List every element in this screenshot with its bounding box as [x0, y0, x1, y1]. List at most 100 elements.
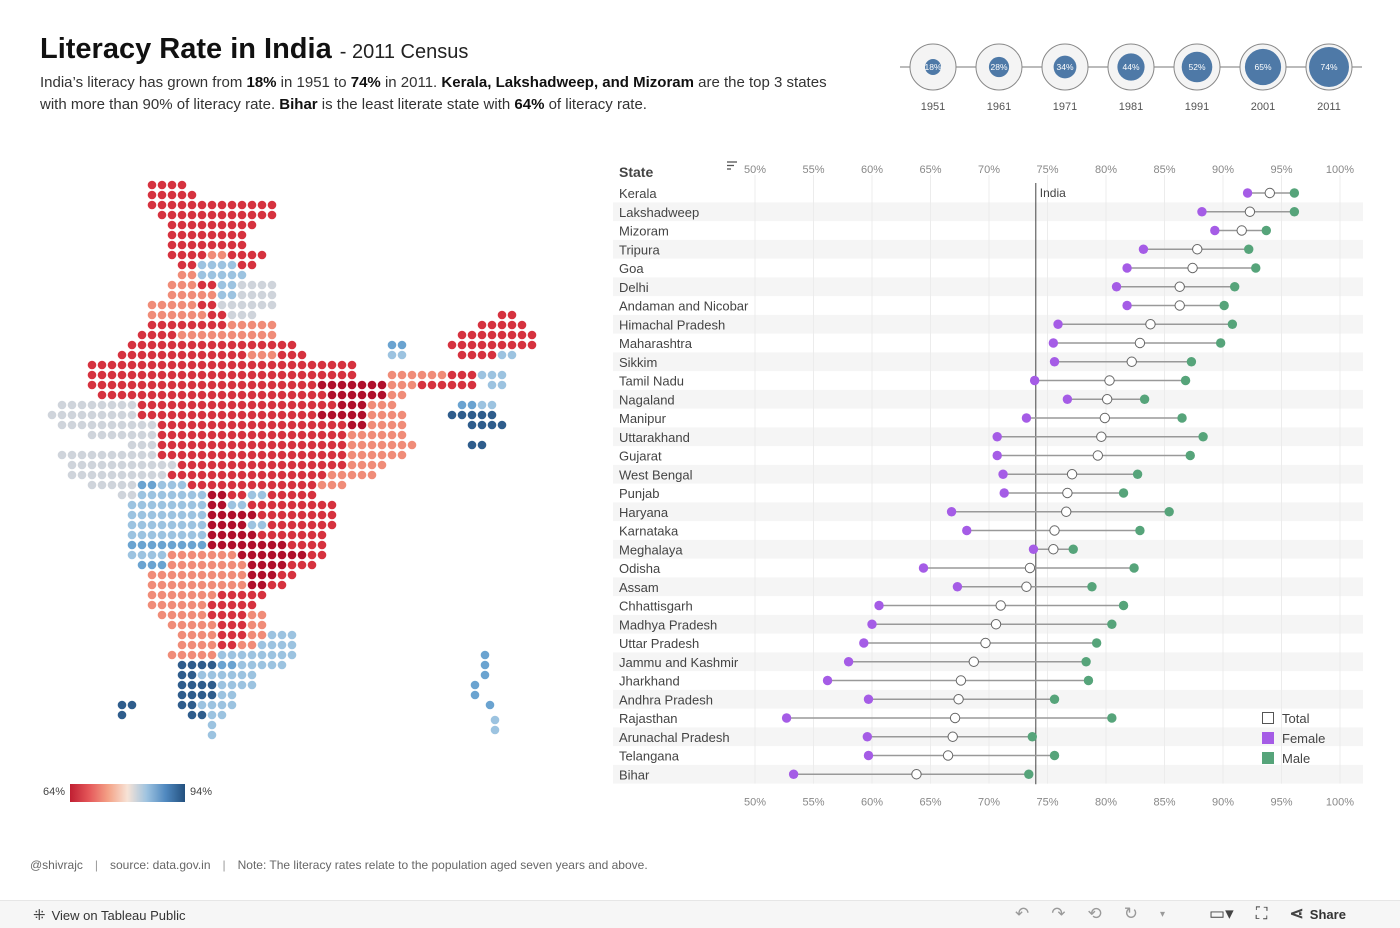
male-dot[interactable] — [1289, 188, 1300, 198]
india-dot-map[interactable] — [40, 175, 560, 755]
state-label[interactable]: Goa — [619, 261, 644, 276]
timeline-dot[interactable] — [1244, 48, 1282, 86]
refresh-icon[interactable]: ↻ — [1123, 904, 1138, 923]
female-dot[interactable] — [1048, 338, 1059, 348]
comment-icon[interactable]: ▭▾ — [1209, 904, 1234, 923]
male-dot[interactable] — [1081, 657, 1091, 667]
female-dot[interactable] — [1028, 544, 1039, 554]
view-on-tableau-button[interactable]: ⁜ View on Tableau Public — [33, 906, 186, 924]
female-dot[interactable] — [1062, 394, 1073, 404]
female-dot[interactable] — [1122, 263, 1132, 273]
state-label[interactable]: Madhya Pradesh — [619, 617, 717, 632]
female-dot[interactable] — [781, 713, 792, 723]
female-dot[interactable] — [1021, 413, 1032, 423]
total-dot[interactable] — [980, 637, 991, 649]
female-dot[interactable] — [874, 600, 884, 611]
state-label[interactable]: Lakshadweep — [619, 205, 699, 220]
total-dot[interactable] — [1104, 375, 1115, 386]
state-label[interactable]: Maharashtra — [619, 336, 693, 351]
total-dot[interactable] — [1134, 337, 1146, 349]
state-label[interactable]: Andhra Pradesh — [619, 692, 713, 707]
sort-icon[interactable] — [727, 161, 737, 170]
female-dot[interactable] — [918, 563, 929, 573]
state-label[interactable]: Rajasthan — [619, 711, 678, 726]
female-dot[interactable] — [859, 638, 869, 648]
female-dot[interactable] — [867, 619, 877, 629]
state-label[interactable]: Manipur — [619, 411, 667, 426]
total-dot[interactable] — [1192, 244, 1203, 255]
total-dot[interactable] — [942, 750, 954, 761]
male-dot[interactable] — [1107, 713, 1117, 723]
total-dot[interactable] — [1062, 487, 1073, 499]
state-label[interactable]: Karnataka — [619, 524, 679, 539]
state-label[interactable]: Uttarakhand — [619, 430, 690, 445]
state-label[interactable]: Himachal Pradesh — [619, 317, 725, 332]
timeline-dot[interactable] — [1181, 51, 1213, 83]
female-dot[interactable] — [788, 769, 799, 779]
male-dot[interactable] — [1091, 638, 1102, 648]
male-dot[interactable] — [1068, 544, 1078, 554]
state-label[interactable]: Andaman and Nicobar — [619, 299, 749, 314]
female-dot[interactable] — [1122, 300, 1132, 311]
male-dot[interactable] — [1185, 450, 1195, 461]
timeline-dot[interactable] — [1309, 47, 1349, 87]
female-dot[interactable] — [1111, 282, 1122, 292]
male-dot[interactable] — [1132, 469, 1143, 479]
female-dot[interactable] — [962, 525, 972, 536]
state-label[interactable]: Arunachal Pradesh — [619, 730, 730, 745]
state-label[interactable]: Kerala — [619, 186, 657, 201]
male-dot[interactable] — [1135, 525, 1145, 536]
female-dot[interactable] — [952, 582, 963, 592]
state-label[interactable]: Uttar Pradesh — [619, 636, 699, 651]
redo-icon[interactable]: ↷ — [1051, 904, 1066, 923]
total-dot[interactable] — [1066, 469, 1078, 480]
female-dot[interactable] — [863, 750, 874, 761]
total-dot[interactable] — [1174, 300, 1185, 311]
fullscreen-icon[interactable]: ⛶ — [1255, 904, 1268, 923]
total-dot[interactable] — [1244, 206, 1256, 217]
state-label[interactable]: Jharkhand — [619, 674, 680, 689]
state-label[interactable]: Meghalaya — [619, 542, 683, 557]
male-dot[interactable] — [1230, 282, 1240, 292]
female-dot[interactable] — [1049, 357, 1060, 367]
total-dot[interactable] — [1048, 544, 1059, 555]
state-label[interactable]: Odisha — [619, 561, 661, 576]
timeline-dot[interactable] — [1117, 53, 1145, 81]
legend-item-total[interactable]: Total — [1262, 708, 1325, 728]
total-dot[interactable] — [1021, 581, 1032, 592]
male-dot[interactable] — [1244, 244, 1254, 254]
state-label[interactable]: Bihar — [619, 767, 650, 782]
dumbbell-chart[interactable]: 50% 50% 55% 55% 60% 60% 65% 65% 70% 70% 75% 75% 80% 8… — [610, 155, 1380, 815]
male-dot[interactable] — [1215, 338, 1226, 348]
total-dot[interactable] — [949, 712, 961, 724]
male-dot[interactable] — [1118, 488, 1129, 498]
male-dot[interactable] — [1118, 600, 1129, 611]
total-dot[interactable] — [1049, 525, 1060, 536]
male-dot[interactable] — [1198, 432, 1208, 442]
total-dot[interactable] — [1145, 319, 1156, 330]
total-dot[interactable] — [990, 619, 1002, 630]
total-dot[interactable] — [1096, 431, 1107, 442]
undo-icon[interactable]: ↶ — [1015, 904, 1030, 923]
state-label[interactable]: Sikkim — [619, 355, 657, 370]
male-dot[interactable] — [1180, 375, 1191, 386]
male-dot[interactable] — [1261, 225, 1271, 236]
female-dot[interactable] — [1197, 207, 1207, 217]
male-dot[interactable] — [1027, 732, 1037, 742]
revert-icon[interactable]: ⟲ — [1087, 904, 1102, 923]
male-dot[interactable] — [1139, 394, 1150, 404]
state-label[interactable]: Gujarat — [619, 449, 662, 464]
male-dot[interactable] — [1087, 582, 1097, 592]
male-dot[interactable] — [1129, 563, 1139, 573]
male-dot[interactable] — [1227, 319, 1238, 329]
state-label[interactable]: Tamil Nadu — [619, 374, 684, 389]
female-dot[interactable] — [1138, 244, 1149, 254]
total-dot[interactable] — [1061, 506, 1072, 517]
total-dot[interactable] — [1126, 356, 1137, 367]
male-dot[interactable] — [1186, 357, 1197, 367]
state-label[interactable]: Punjab — [619, 486, 659, 501]
total-dot[interactable] — [1099, 412, 1111, 424]
female-dot[interactable] — [822, 675, 833, 686]
total-dot[interactable] — [1092, 450, 1104, 461]
state-label[interactable]: Tripura — [619, 242, 660, 257]
